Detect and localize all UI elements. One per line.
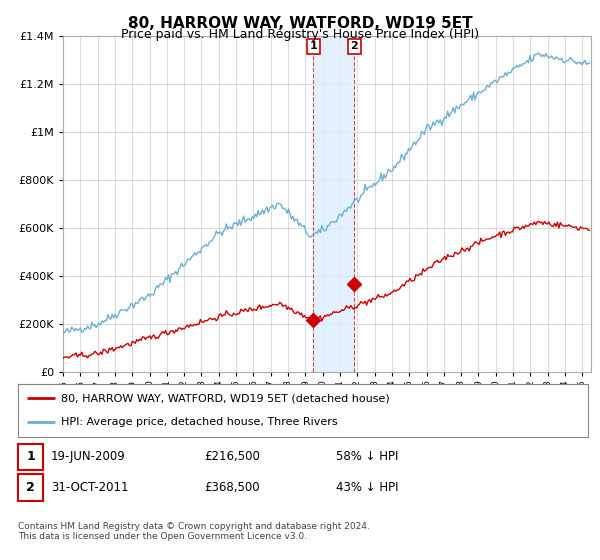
Text: £216,500: £216,500	[204, 450, 260, 464]
Text: £368,500: £368,500	[204, 481, 260, 494]
Text: 1: 1	[310, 41, 317, 52]
Text: 2: 2	[350, 41, 358, 52]
Text: 31-OCT-2011: 31-OCT-2011	[51, 481, 128, 494]
Text: 19-JUN-2009: 19-JUN-2009	[51, 450, 126, 464]
Text: HPI: Average price, detached house, Three Rivers: HPI: Average price, detached house, Thre…	[61, 417, 337, 427]
Text: Price paid vs. HM Land Registry's House Price Index (HPI): Price paid vs. HM Land Registry's House …	[121, 28, 479, 41]
Text: 58% ↓ HPI: 58% ↓ HPI	[336, 450, 398, 464]
Text: Contains HM Land Registry data © Crown copyright and database right 2024.
This d: Contains HM Land Registry data © Crown c…	[18, 522, 370, 542]
Text: 80, HARROW WAY, WATFORD, WD19 5ET: 80, HARROW WAY, WATFORD, WD19 5ET	[128, 16, 472, 31]
Text: 43% ↓ HPI: 43% ↓ HPI	[336, 481, 398, 494]
Bar	[313, 36, 355, 372]
Text: 1: 1	[26, 450, 35, 464]
Text: 2: 2	[26, 481, 35, 494]
Text: 80, HARROW WAY, WATFORD, WD19 5ET (detached house): 80, HARROW WAY, WATFORD, WD19 5ET (detac…	[61, 394, 389, 404]
